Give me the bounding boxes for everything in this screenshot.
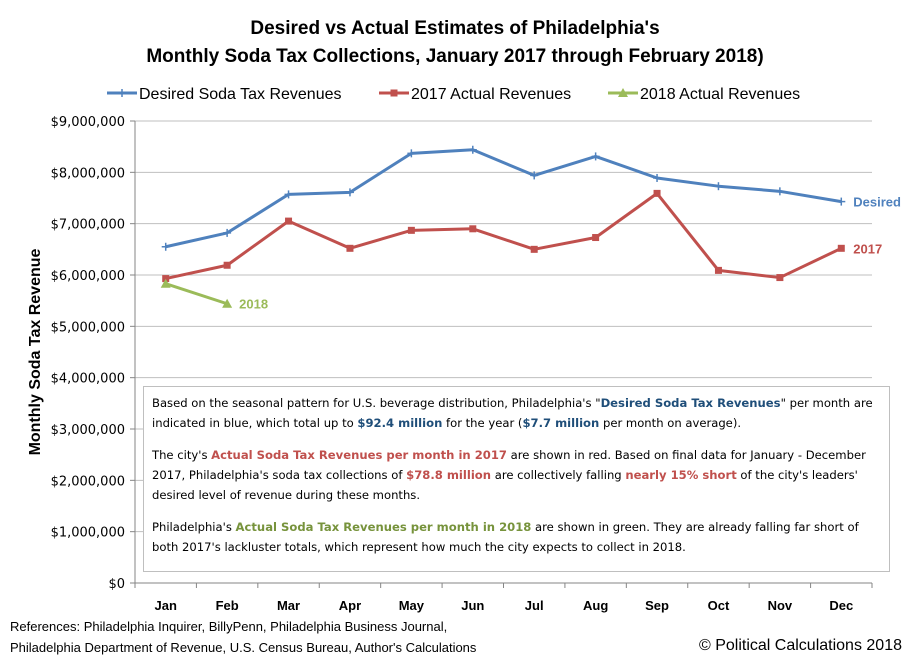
legend-label: 2017 Actual Revenues bbox=[411, 86, 571, 103]
y-tick-label: $4,000,000 bbox=[51, 372, 125, 387]
annotation-text: are shown in green. They are already fal… bbox=[152, 520, 859, 554]
legend-item: 2017 Actual Revenues bbox=[379, 86, 571, 103]
annotation-text: The city's bbox=[152, 448, 212, 462]
highlight-2018-actual: Actual Soda Tax Revenues per month in 20… bbox=[235, 520, 532, 534]
data-point bbox=[223, 228, 232, 237]
data-point bbox=[653, 189, 661, 197]
legend-marker bbox=[118, 89, 126, 97]
series-group: Desired 2017 2018 bbox=[160, 145, 901, 312]
references-line-1: References: Philadelphia Inquirer, Billy… bbox=[10, 619, 447, 634]
references-line-2: Philadelphia Department of Revenue, U.S.… bbox=[10, 640, 477, 655]
data-point bbox=[837, 197, 846, 206]
legend-item: Desired Soda Tax Revenues bbox=[107, 86, 342, 103]
data-point bbox=[285, 217, 293, 225]
legend: Desired Soda Tax Revenues 2017 Actual Rev… bbox=[107, 86, 800, 103]
data-point bbox=[469, 225, 477, 233]
y-tick-label: $0 bbox=[108, 577, 125, 592]
y-tick-label: $1,000,000 bbox=[51, 526, 125, 541]
data-point bbox=[222, 298, 233, 308]
series-line bbox=[165, 191, 842, 281]
legend-item: 2018 Actual Revenues bbox=[608, 86, 800, 103]
data-point bbox=[714, 266, 722, 274]
annotation-text: are collectively falling bbox=[491, 468, 626, 482]
data-point bbox=[162, 275, 170, 283]
data-point bbox=[468, 145, 477, 154]
series-line bbox=[165, 148, 842, 249]
data-point bbox=[407, 149, 416, 158]
highlight-2017-actual: Actual Soda Tax Revenues per month in 20… bbox=[211, 448, 507, 462]
chart-title-line-2: Monthly Soda Tax Collections, January 20… bbox=[146, 46, 763, 67]
y-tick-label: $2,000,000 bbox=[51, 474, 125, 489]
legend-marker bbox=[618, 88, 628, 97]
data-point bbox=[591, 152, 600, 161]
annotation-text: per month on average). bbox=[599, 416, 742, 430]
x-tick-label: Nov bbox=[768, 598, 793, 613]
annotation-text: are shown in red. Based on final data fo… bbox=[152, 448, 866, 482]
x-tick-label: Mar bbox=[277, 598, 300, 613]
data-point bbox=[160, 278, 171, 288]
y-tick-label: $6,000,000 bbox=[51, 269, 125, 284]
y-tick-label: $7,000,000 bbox=[51, 218, 125, 233]
annotation-text: of the city's leaders' desired level of … bbox=[152, 468, 858, 502]
x-tick-label: Jan bbox=[155, 598, 177, 613]
x-tick-label: Oct bbox=[708, 598, 730, 613]
x-tick-label: Dec bbox=[829, 598, 853, 613]
annotation-box: Based on the seasonal pattern for U.S. b… bbox=[143, 386, 890, 572]
x-tick-label: Apr bbox=[339, 598, 361, 613]
y-tick-label: $5,000,000 bbox=[51, 320, 125, 335]
data-point bbox=[592, 234, 600, 242]
x-tick-label: Sep bbox=[645, 598, 669, 613]
data-point bbox=[714, 182, 723, 191]
highlight-2017-total: $78.8 million bbox=[406, 468, 492, 482]
annotation-text: Based on the seasonal pattern for U.S. b… bbox=[152, 396, 601, 410]
x-tick-label: Aug bbox=[583, 598, 608, 613]
data-point bbox=[407, 226, 415, 234]
data-point bbox=[776, 274, 784, 282]
x-tick-label: Jul bbox=[525, 598, 544, 613]
legend-label: 2018 Actual Revenues bbox=[640, 86, 800, 103]
series-end-label: 2017 bbox=[853, 241, 882, 256]
y-axis-label: Monthly Soda Tax Revenue bbox=[27, 248, 44, 455]
data-point bbox=[161, 242, 170, 251]
data-point bbox=[530, 245, 538, 253]
legend-label: Desired Soda Tax Revenues bbox=[139, 86, 342, 103]
highlight-shortfall: nearly 15% short bbox=[625, 468, 737, 482]
x-tick-label: Jun bbox=[461, 598, 484, 613]
copyright: © Political Calculations 2018 bbox=[699, 637, 902, 654]
annotation-text: " per month are indicated in blue, which… bbox=[152, 396, 873, 430]
legend-marker bbox=[390, 89, 398, 97]
data-point bbox=[346, 244, 354, 252]
x-tick-label: May bbox=[399, 598, 425, 613]
annotation-text: for the year ( bbox=[442, 416, 523, 430]
highlight-desired-revenues: Desired Soda Tax Revenues bbox=[600, 396, 781, 410]
annotation-paragraph-desired: Based on the seasonal pattern for U.S. b… bbox=[152, 393, 881, 433]
data-point bbox=[837, 244, 845, 252]
annotation-paragraph-2017: The city's Actual Soda Tax Revenues per … bbox=[152, 445, 881, 505]
highlight-annual-total: $92.4 million bbox=[357, 416, 443, 430]
y-axis-ticks: $0 $1,000,000 $2,000,000 $3,000,000 $4,000,0… bbox=[51, 115, 135, 592]
series-line bbox=[165, 282, 228, 306]
annotation-text: Philadelphia's bbox=[152, 520, 236, 534]
y-tick-label: $8,000,000 bbox=[51, 166, 125, 181]
data-point bbox=[653, 173, 662, 182]
series-2018-actual-revenues: 2018 bbox=[160, 278, 268, 312]
data-point bbox=[345, 188, 354, 197]
y-tick-label: $9,000,000 bbox=[51, 115, 125, 130]
data-point bbox=[530, 171, 539, 180]
annotation-paragraph-2018: Philadelphia's Actual Soda Tax Revenues … bbox=[152, 517, 881, 557]
data-point bbox=[775, 187, 784, 196]
highlight-monthly-average: $7.7 million bbox=[522, 416, 600, 430]
data-point bbox=[223, 261, 231, 269]
chart-title-line-1: Desired vs Actual Estimates of Philadelp… bbox=[250, 18, 659, 39]
series-end-label: 2018 bbox=[239, 297, 268, 312]
series-desired-soda-tax-revenues: Desired bbox=[161, 145, 901, 251]
series-2017-actual-revenues: 2017 bbox=[162, 189, 882, 283]
data-point bbox=[284, 190, 293, 199]
x-axis-ticks: Jan Feb Mar Apr May Jun Jul Aug Sep Oct Nov Dec bbox=[134, 583, 873, 613]
x-tick-label: Feb bbox=[216, 598, 239, 613]
series-end-label: Desired bbox=[853, 195, 901, 210]
y-tick-label: $3,000,000 bbox=[51, 423, 125, 438]
